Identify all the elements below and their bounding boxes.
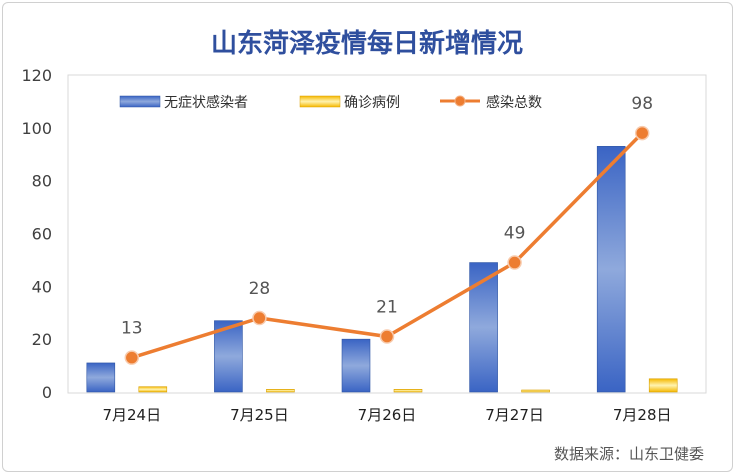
y-tick-label: 40 [32,277,52,296]
y-tick-label: 80 [32,172,52,191]
x-tick-label: 7月27日 [485,406,544,424]
data-label-total: 13 [121,319,143,339]
point-total [124,350,140,365]
bar-confirmed [521,389,550,393]
point-total [634,125,650,141]
y-tick-label: 20 [32,330,52,349]
data-label-total: 21 [376,298,398,318]
data-label-total: 28 [249,279,271,299]
bar-confirmed [393,389,423,393]
bar-asymptomatic [596,146,626,393]
series-line-total [131,131,644,360]
chart-title: 山东菏泽疫情每日新增情况 [211,28,523,59]
bar-confirmed [138,386,168,393]
legend-label-asymptomatic: 无症状感染者 [164,94,248,111]
legend-label-confirmed: 确诊病例 [344,95,400,111]
legend-swatch-confirmed [299,95,341,108]
x-tick-label: 7月24日 [102,406,161,424]
x-tick-label: 7月28日 [613,406,672,424]
legend-marker-total [454,95,466,107]
y-tick-label: 120 [21,66,52,85]
plot-area-border [67,74,707,394]
point-total [379,329,395,344]
x-tick-label: 7月25日 [230,406,289,424]
bar-asymptomatic [341,338,371,393]
y-tick-label: 0 [42,383,52,402]
y-tick-label: 100 [21,119,52,138]
data-label-total: 98 [631,94,653,114]
legend-label-total: 感染总数 [486,94,542,111]
bar-asymptomatic [214,320,243,393]
legend-swatch-asymptomatic [119,95,161,108]
source-note: 数据来源：山东卫健委 [554,445,704,463]
data-label-total: 49 [504,224,526,244]
x-tick-label: 7月26日 [358,406,417,424]
point-total [252,310,267,326]
bar-confirmed [266,389,295,393]
bar-confirmed [648,378,678,393]
point-total [507,255,522,270]
y-tick-label: 60 [32,225,52,244]
bar-asymptomatic [86,362,116,393]
